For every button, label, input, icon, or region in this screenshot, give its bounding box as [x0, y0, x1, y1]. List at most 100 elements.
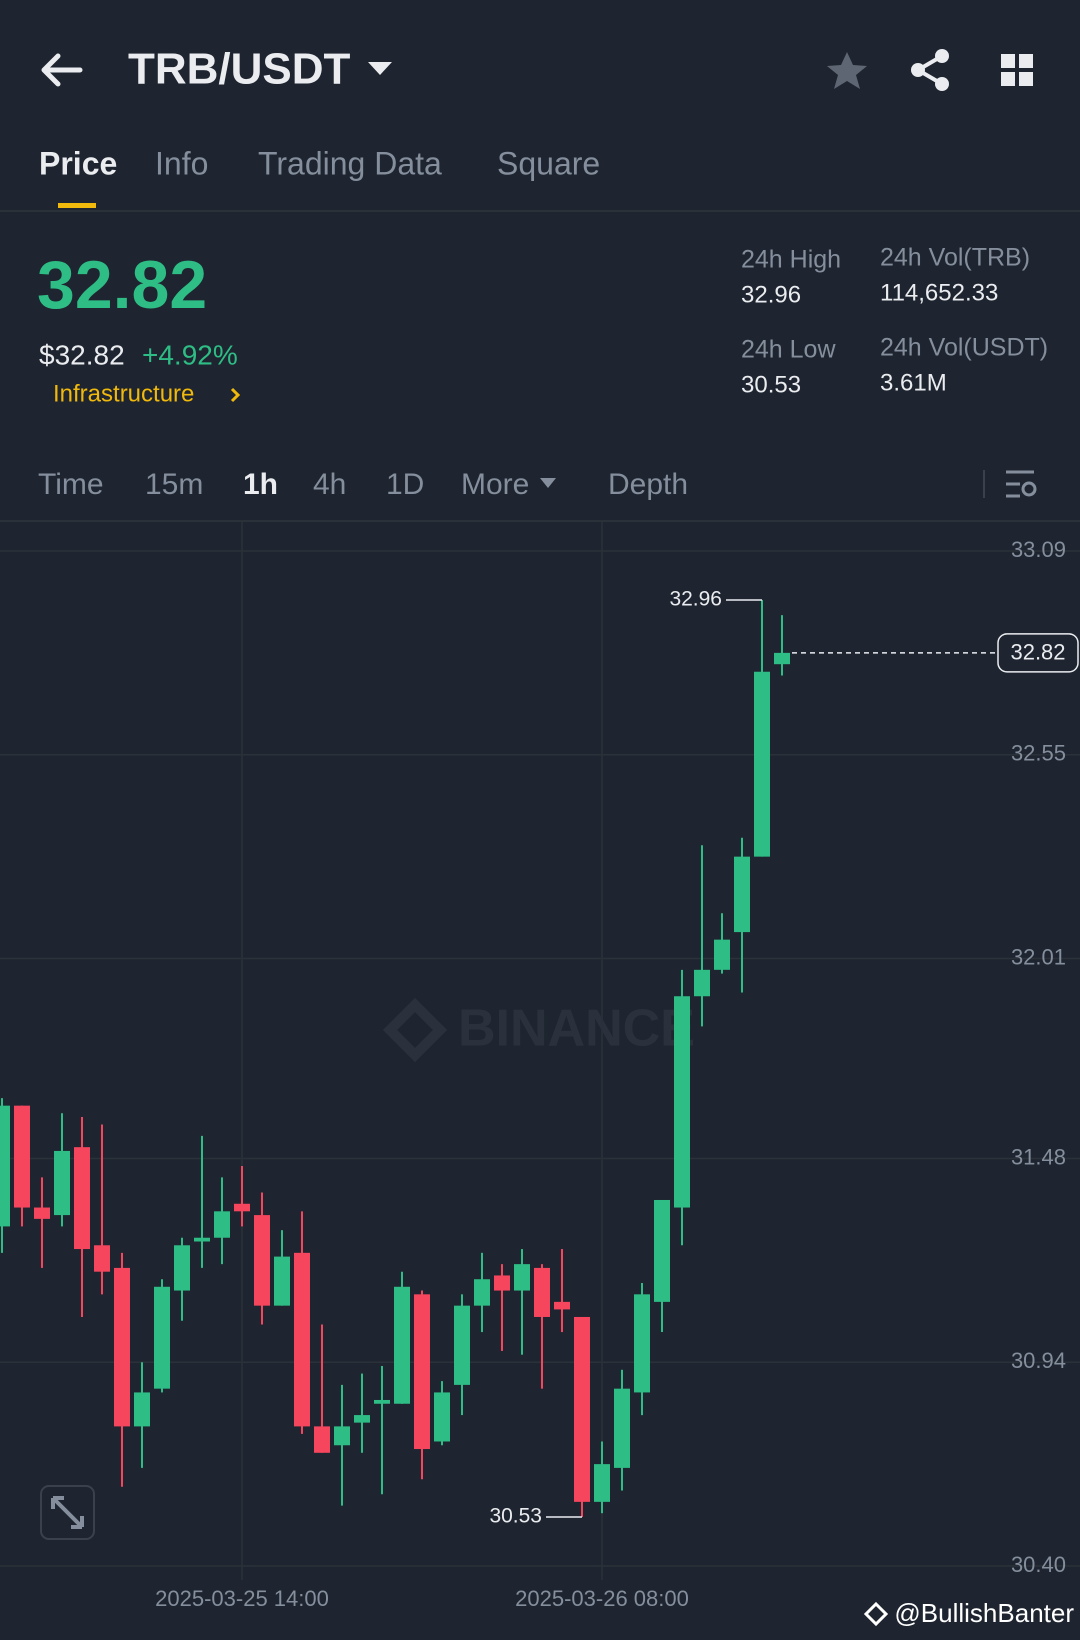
- sector-tag[interactable]: Infrastructure: [53, 380, 194, 407]
- tab[interactable]: Info: [155, 145, 208, 181]
- candle-body: [214, 1211, 230, 1238]
- grid-square: [1019, 72, 1033, 86]
- candle-body: [694, 969, 710, 997]
- stat-label: 24h Vol(USDT): [880, 334, 1048, 362]
- y-tick-label: 32.55: [1011, 741, 1066, 766]
- interval[interactable]: 1D: [386, 468, 424, 501]
- candle-body: [594, 1464, 610, 1502]
- candle-body: [354, 1415, 370, 1423]
- stat-value: 3.61M: [880, 369, 947, 396]
- candle-body: [774, 652, 790, 665]
- watermark-logo: [382, 997, 448, 1063]
- candle-body: [614, 1388, 630, 1468]
- candle-body: [514, 1264, 530, 1291]
- tab-active[interactable]: Price: [39, 145, 117, 181]
- credit-icon: [863, 1601, 889, 1627]
- price-change: +4.92%: [142, 339, 238, 370]
- x-tick-label: 2025-03-26 08:00: [515, 1586, 689, 1611]
- share-button[interactable]: [911, 49, 949, 91]
- candle-body: [554, 1301, 570, 1310]
- expand-icon: [51, 1496, 84, 1529]
- stat-label: 24h Low: [741, 336, 836, 364]
- watermark: BINANCE: [458, 1000, 695, 1058]
- last-price-box: [997, 633, 1079, 673]
- candle-body: [294, 1252, 310, 1427]
- share-lines: [914, 54, 944, 86]
- candle-body: [274, 1256, 290, 1306]
- chart: 33.09 32.55 32.01 31.48 30.94 30.40 2025-03-25…: [0, 522, 1080, 1611]
- pair-title[interactable]: TRB/USDT: [128, 45, 351, 94]
- fiat-price: $32.82: [39, 339, 125, 370]
- settings-gear: [1021, 481, 1037, 497]
- y-tick-label: 30.40: [1011, 1552, 1066, 1577]
- tab[interactable]: Trading Data: [258, 145, 442, 181]
- y-tick-label: 32.01: [1011, 944, 1066, 969]
- last-price: 32.82: [37, 247, 207, 323]
- grid-square: [1001, 72, 1015, 86]
- tab[interactable]: Square: [497, 145, 600, 181]
- candle-body: [174, 1245, 190, 1291]
- more-dropdown[interactable]: [540, 478, 556, 488]
- interval[interactable]: 15m: [145, 468, 203, 501]
- candle-body: [154, 1286, 170, 1389]
- stat-value: 30.53: [741, 371, 801, 398]
- candle-body: [634, 1294, 650, 1393]
- favorite-star[interactable]: [827, 52, 867, 89]
- candle-body: [754, 671, 770, 857]
- candle-body: [534, 1267, 550, 1317]
- candle-body: [54, 1150, 70, 1216]
- candle-body: [134, 1392, 150, 1427]
- low-label: 30.53: [489, 1504, 542, 1527]
- back-arrow: [41, 53, 83, 87]
- candle-body: [74, 1147, 90, 1250]
- candle-body: [414, 1294, 430, 1450]
- candle-body: [314, 1426, 330, 1453]
- candle-body: [194, 1237, 210, 1242]
- chart-settings[interactable]: [1006, 470, 1037, 498]
- expand-frame: [40, 1485, 95, 1540]
- settings-lines: [1006, 470, 1034, 498]
- candle-body: [94, 1245, 110, 1272]
- pair-dropdown[interactable]: [368, 62, 392, 75]
- back-button[interactable]: [41, 53, 83, 87]
- y-tick-label: 33.09: [1011, 537, 1066, 562]
- candle-body: [14, 1105, 30, 1208]
- interval[interactable]: More: [461, 468, 529, 501]
- candle-body: [34, 1207, 50, 1219]
- interval[interactable]: Depth: [608, 468, 688, 501]
- candle-body: [114, 1267, 130, 1427]
- candle-body: [394, 1286, 410, 1404]
- interval[interactable]: 4h: [313, 468, 346, 501]
- candle-body: [654, 1199, 670, 1302]
- expand-button[interactable]: [40, 1485, 95, 1540]
- y-tick-label: 30.94: [1011, 1348, 1066, 1373]
- grid-square: [1001, 54, 1015, 68]
- credit: @BullishBanter: [894, 1598, 1074, 1628]
- candle-body: [434, 1392, 450, 1442]
- stat-value: 32.96: [741, 281, 801, 308]
- tag-chevron: [230, 387, 241, 403]
- candle-body: [734, 856, 750, 933]
- candle-body: [334, 1426, 350, 1446]
- candle-body: [674, 996, 690, 1208]
- candle-body: [494, 1275, 510, 1291]
- candle-body: [234, 1203, 250, 1212]
- candle-body: [454, 1305, 470, 1385]
- candle-body: [714, 939, 730, 970]
- interval[interactable]: Time: [38, 468, 104, 501]
- y-tick-label: 31.48: [1011, 1144, 1066, 1169]
- candle-body: [474, 1279, 490, 1306]
- stat-value: 114,652.33: [880, 279, 998, 306]
- high-label: 32.96: [669, 588, 722, 611]
- x-tick-label: 2025-03-25 14:00: [155, 1586, 329, 1611]
- interval-active[interactable]: 1h: [243, 468, 278, 501]
- last-price-label: 32.82: [1010, 640, 1065, 665]
- grid-menu[interactable]: [1001, 54, 1033, 86]
- tab-indicator: [58, 203, 96, 208]
- stat-label: 24h Vol(TRB): [880, 244, 1030, 272]
- stat-label: 24h High: [741, 246, 841, 274]
- candle-body: [374, 1399, 390, 1404]
- candle-body: [254, 1215, 270, 1306]
